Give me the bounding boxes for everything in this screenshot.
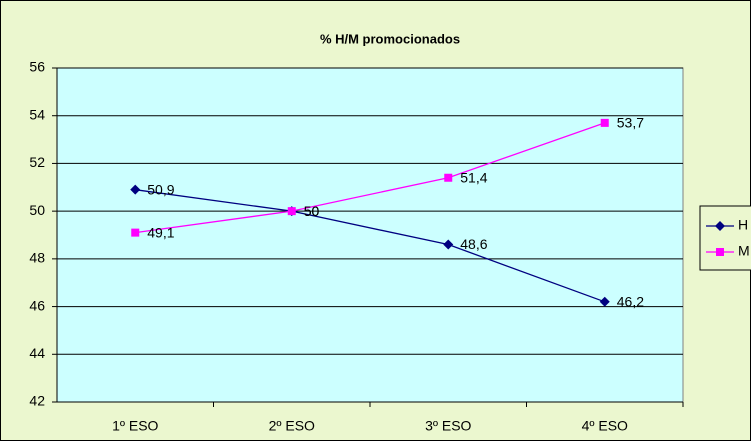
marker [444,173,453,182]
series-line [135,189,605,303]
data-label: 46,2 [617,294,644,310]
data-label: 51,4 [460,169,487,185]
marker [599,296,610,307]
y-tick-label: 46 [29,297,45,313]
series-line [135,122,605,234]
chart-title: % H/M promocionados [320,31,460,46]
y-tick-label: 52 [29,154,45,170]
legend-label: H [738,217,748,233]
data-label: 50 [304,203,320,219]
x-tick-label: 2º ESO [269,418,315,434]
marker [287,207,296,216]
legend-label: M [738,243,750,259]
x-tick-label: 3º ESO [425,418,471,434]
data-label: 48,6 [460,236,487,252]
x-tick-label: 4º ESO [582,418,628,434]
y-tick-label: 56 [29,59,45,75]
plot-area [56,67,684,403]
data-label: 50 [304,203,320,219]
x-tick-label: 1º ESO [112,418,158,434]
marker [130,184,141,195]
marker [600,118,609,127]
data-label: 49,1 [147,224,174,240]
y-tick-label: 50 [29,202,45,218]
data-label: 53,7 [617,115,644,131]
marker [715,221,725,231]
y-tick-label: 48 [29,250,45,266]
marker [716,248,724,256]
y-tick-label: 42 [29,393,45,409]
marker [131,228,140,237]
y-tick-label: 54 [29,106,45,122]
legend [699,205,751,271]
y-tick-label: 44 [29,345,45,361]
data-label: 50,9 [147,181,174,197]
marker [443,239,454,250]
